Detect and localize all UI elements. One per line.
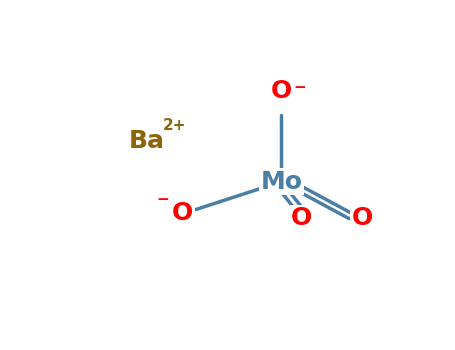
Text: −: − — [293, 80, 306, 94]
Text: O: O — [271, 79, 292, 103]
Text: 2+: 2+ — [162, 118, 186, 133]
Text: −: − — [156, 191, 169, 206]
Text: Ba: Ba — [129, 128, 165, 153]
Text: O: O — [172, 201, 193, 225]
Text: O: O — [352, 206, 373, 230]
Text: Mo: Mo — [260, 170, 303, 194]
Text: O: O — [291, 206, 312, 230]
